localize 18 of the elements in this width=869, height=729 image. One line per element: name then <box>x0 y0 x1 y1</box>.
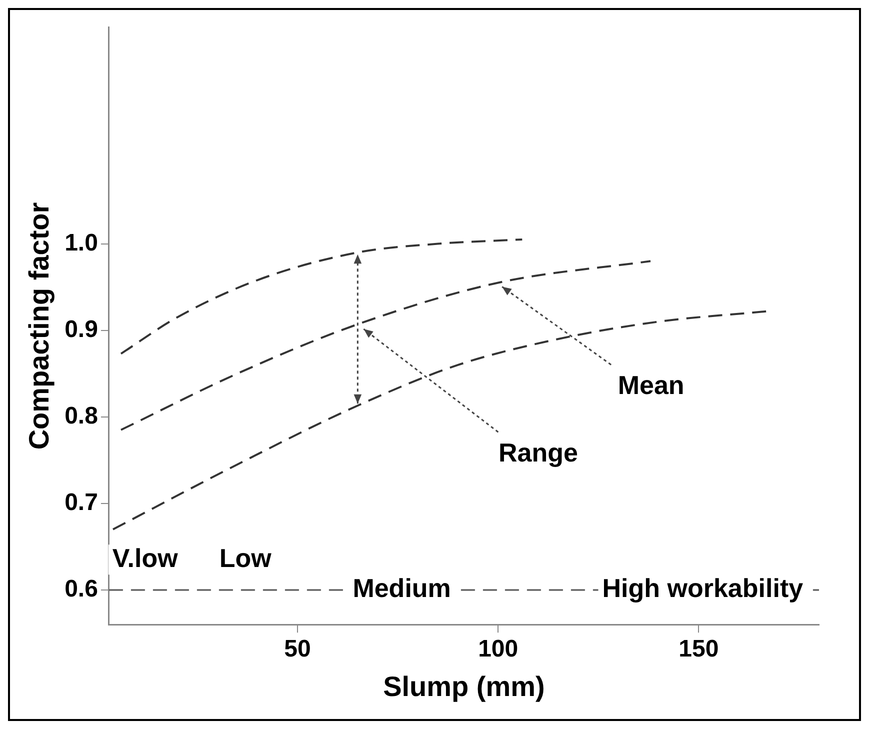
y-tick-label: 0.6 <box>64 576 98 603</box>
y-tick-label: 0.9 <box>64 316 98 343</box>
annotation: Low <box>219 542 272 573</box>
y-axis-title: Compacting factor <box>24 202 55 450</box>
x-tick-label: 50 <box>284 636 311 663</box>
x-axis-title: Slump (mm) <box>383 670 545 702</box>
y-tick-label: 0.8 <box>64 402 98 430</box>
annotation: High workability <box>602 573 804 604</box>
annotation: V.low <box>112 542 179 573</box>
y-tick-label: 0.7 <box>64 489 98 516</box>
annotation: Mean <box>618 370 684 400</box>
x-tick-label: 100 <box>478 636 518 663</box>
x-tick-label: 150 <box>678 636 719 663</box>
y-tick-label: 1.0 <box>64 229 98 256</box>
annotation: Range <box>498 437 578 468</box>
line-series <box>120 238 524 355</box>
line-series <box>112 310 768 530</box>
annotation: Medium <box>352 573 451 604</box>
